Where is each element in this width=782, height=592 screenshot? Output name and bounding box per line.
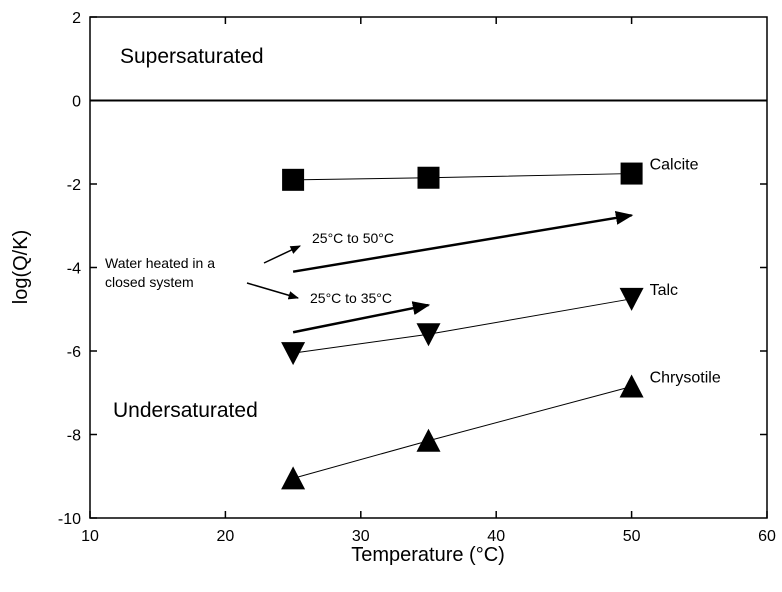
arrow-25-to-50 [292,210,634,273]
series-label-calcite: Calcite [650,157,699,174]
annotation-layer: Water heated in a closed system 25°C to … [105,210,634,334]
x-tick-label: 60 [758,528,776,545]
y-tick-label: -2 [67,177,81,194]
y-axis-title: log(Q/K) [10,230,32,304]
data-point-calcite [417,166,440,189]
data-point-calcite [282,168,305,191]
axis-ticks: 10 20 30 40 50 60 -10 -8 -6 -4 -2 0 2 [58,10,776,545]
annotation-pointer-lower [246,282,300,300]
x-tick-label: 50 [623,528,641,545]
y-tick-label: -4 [67,261,81,278]
series-line-talc [293,298,632,354]
annotation-label-25-to-50: 25°C to 50°C [312,230,394,246]
series-line-calcite [293,173,632,181]
y-tick-label: 2 [72,10,81,27]
data-point-chrysotile [281,466,306,490]
series-label-talc: Talc [650,282,678,299]
y-tick-label: 0 [72,94,81,111]
x-tick-label: 10 [81,528,99,545]
data-point-calcite [620,162,643,185]
data-point-talc [281,342,306,366]
region-label-supersaturated: Supersaturated [120,45,264,68]
data-point-chrysotile [416,428,441,452]
data-point-talc [416,323,441,347]
y-tick-label: -10 [58,511,81,528]
region-label-undersaturated: Undersaturated [113,399,258,422]
arrow-25-to-35 [292,301,431,334]
annotation-water-line-1: Water heated in a [105,255,215,271]
annotation-label-25-to-35: 25°C to 35°C [310,290,392,306]
series-label-chrysotile: Chrysotile [650,369,721,386]
x-axis-title: Temperature (°C) [351,544,505,566]
series-line-chrysotile [292,386,632,479]
x-tick-label: 20 [217,528,235,545]
y-tick-label: -8 [67,428,81,445]
x-tick-label: 30 [352,528,370,545]
annotation-pointer-upper [263,245,301,264]
data-point-chrysotile [619,374,644,398]
y-tick-label: -6 [67,344,81,361]
data-point-talc [619,287,644,311]
x-tick-label: 40 [487,528,505,545]
annotation-water-line-2: closed system [105,274,194,290]
series-layer: Calcite Talc Chrysotile [281,157,721,490]
